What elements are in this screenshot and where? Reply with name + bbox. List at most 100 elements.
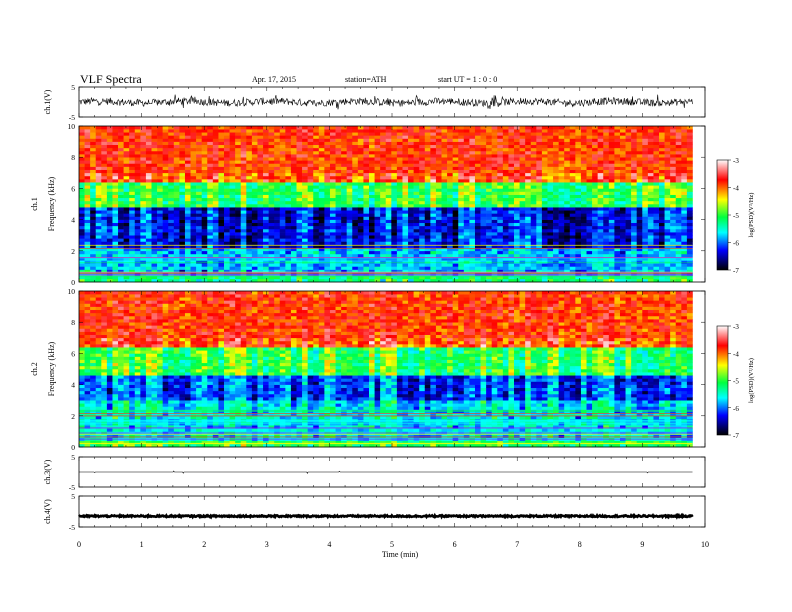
spectrogram-cell bbox=[463, 263, 470, 267]
spectrogram-cell bbox=[497, 135, 504, 139]
spectrogram-cell bbox=[212, 160, 219, 164]
spectrogram-cell bbox=[396, 138, 403, 142]
spectrogram-cell bbox=[168, 150, 175, 155]
spectrogram-cell bbox=[129, 263, 136, 267]
spectrogram-cell bbox=[480, 275, 487, 280]
spectrogram-cell bbox=[480, 225, 487, 230]
spectrogram-cell bbox=[313, 160, 320, 164]
spectrogram-cell bbox=[413, 232, 420, 236]
spectrogram-cell bbox=[486, 200, 493, 205]
spectrogram-cell bbox=[357, 207, 364, 211]
spectrogram-cell bbox=[101, 147, 108, 152]
spectrogram-cell bbox=[391, 129, 398, 133]
spectrogram-cell bbox=[151, 150, 158, 155]
spectrogram-cell bbox=[391, 135, 398, 139]
spectrogram-cell bbox=[218, 278, 225, 283]
spectrogram-cell bbox=[603, 138, 610, 142]
spectrogram-cell bbox=[290, 210, 297, 214]
spectrogram-cell bbox=[396, 250, 403, 255]
spectrogram-cell bbox=[246, 169, 253, 174]
spectrogram-cell bbox=[463, 150, 470, 155]
spectrogram-cell bbox=[502, 269, 509, 273]
spectrogram-cell bbox=[497, 216, 504, 220]
spectrogram-cell bbox=[514, 188, 520, 192]
spectrogram-cell bbox=[212, 250, 219, 255]
spectrogram-cell bbox=[408, 278, 414, 283]
spectrogram-cell bbox=[536, 188, 543, 192]
spectrogram-cell bbox=[162, 160, 169, 164]
spectrogram-cell bbox=[140, 216, 147, 220]
spectrogram-cell bbox=[268, 147, 275, 152]
spectrogram-cell bbox=[547, 213, 554, 217]
spectrogram-cell bbox=[106, 232, 113, 236]
spectrogram-cell bbox=[480, 263, 487, 267]
spectrogram-cell bbox=[313, 129, 320, 133]
spectrogram-cell bbox=[580, 150, 587, 155]
spectrogram-cell bbox=[452, 182, 459, 186]
spectrogram-cell bbox=[207, 154, 214, 158]
spectrogram-cell bbox=[435, 150, 442, 155]
spectrogram-cell bbox=[357, 141, 364, 146]
spectrogram-cell bbox=[145, 247, 152, 252]
spectrogram-cell bbox=[592, 175, 598, 180]
spectrogram-cell bbox=[246, 266, 253, 270]
spectrogram-cell bbox=[290, 232, 297, 236]
spectrogram-cell bbox=[480, 182, 487, 186]
spectrogram-cell bbox=[335, 235, 342, 239]
spectrogram-cell bbox=[224, 228, 230, 233]
spectrogram-cell bbox=[608, 179, 615, 183]
spectrogram-cell bbox=[274, 263, 281, 267]
spectrogram-cell bbox=[296, 194, 303, 199]
spectrogram-cell bbox=[569, 182, 576, 186]
spectrogram-cell bbox=[569, 157, 576, 161]
spectrogram-cell bbox=[519, 238, 526, 242]
spectrogram-cell bbox=[296, 275, 303, 280]
spectrogram-cell bbox=[508, 160, 515, 164]
spectrogram-cell bbox=[385, 204, 392, 208]
spectrogram-cell bbox=[363, 269, 370, 273]
spectrogram-cell bbox=[369, 260, 375, 264]
spectrogram-cell bbox=[329, 225, 336, 230]
spectrogram-cell bbox=[396, 228, 403, 233]
spectrogram-cell bbox=[190, 222, 197, 227]
spectrogram-cell bbox=[369, 163, 375, 167]
spectrogram-cell bbox=[553, 166, 559, 170]
spectrogram-cell bbox=[157, 182, 163, 186]
spectrogram-cell bbox=[480, 185, 487, 189]
spectrogram-cell bbox=[274, 241, 281, 245]
spectrogram-cell bbox=[413, 247, 420, 252]
spectrogram-cell bbox=[363, 191, 370, 195]
spectrogram-cell bbox=[541, 154, 548, 158]
spectrogram-cell bbox=[447, 213, 453, 217]
spectrogram-cell bbox=[608, 141, 615, 146]
spectrogram-cell bbox=[257, 238, 264, 242]
spectrogram-cell bbox=[502, 169, 509, 174]
spectrogram-cell bbox=[95, 157, 102, 161]
spectrogram-cell bbox=[391, 250, 398, 255]
spectrogram-cell bbox=[285, 241, 292, 245]
spectrogram-cell bbox=[240, 207, 247, 211]
spectrogram-cell bbox=[101, 247, 108, 252]
spectrogram-cell bbox=[196, 188, 202, 192]
spectrogram-cell bbox=[324, 260, 331, 264]
spectrogram-cell bbox=[424, 138, 431, 142]
spectrogram-cell bbox=[168, 225, 175, 230]
spectrogram-cell bbox=[369, 194, 375, 199]
spectrogram-cell bbox=[162, 157, 169, 161]
spectrogram-cell bbox=[129, 216, 136, 220]
spectrogram-cell bbox=[558, 129, 565, 133]
spectrogram-cell bbox=[597, 126, 604, 130]
spectrogram-cell bbox=[229, 129, 236, 133]
spectrogram-cell bbox=[463, 179, 470, 183]
start-time-label: start UT = 1 : 0 : 0 bbox=[438, 75, 497, 84]
spectrogram-cell bbox=[614, 241, 621, 245]
spectrogram-cell bbox=[329, 129, 336, 133]
spectrogram-cell bbox=[324, 216, 331, 220]
spectrogram-cell bbox=[369, 179, 375, 183]
spectrogram-cell bbox=[229, 219, 236, 224]
spectrogram-cell bbox=[374, 225, 381, 230]
spectrogram-cell bbox=[335, 232, 342, 236]
spectrogram-cell bbox=[614, 135, 621, 139]
spectrogram-cell bbox=[430, 278, 437, 283]
spectrogram-cell bbox=[419, 241, 426, 245]
